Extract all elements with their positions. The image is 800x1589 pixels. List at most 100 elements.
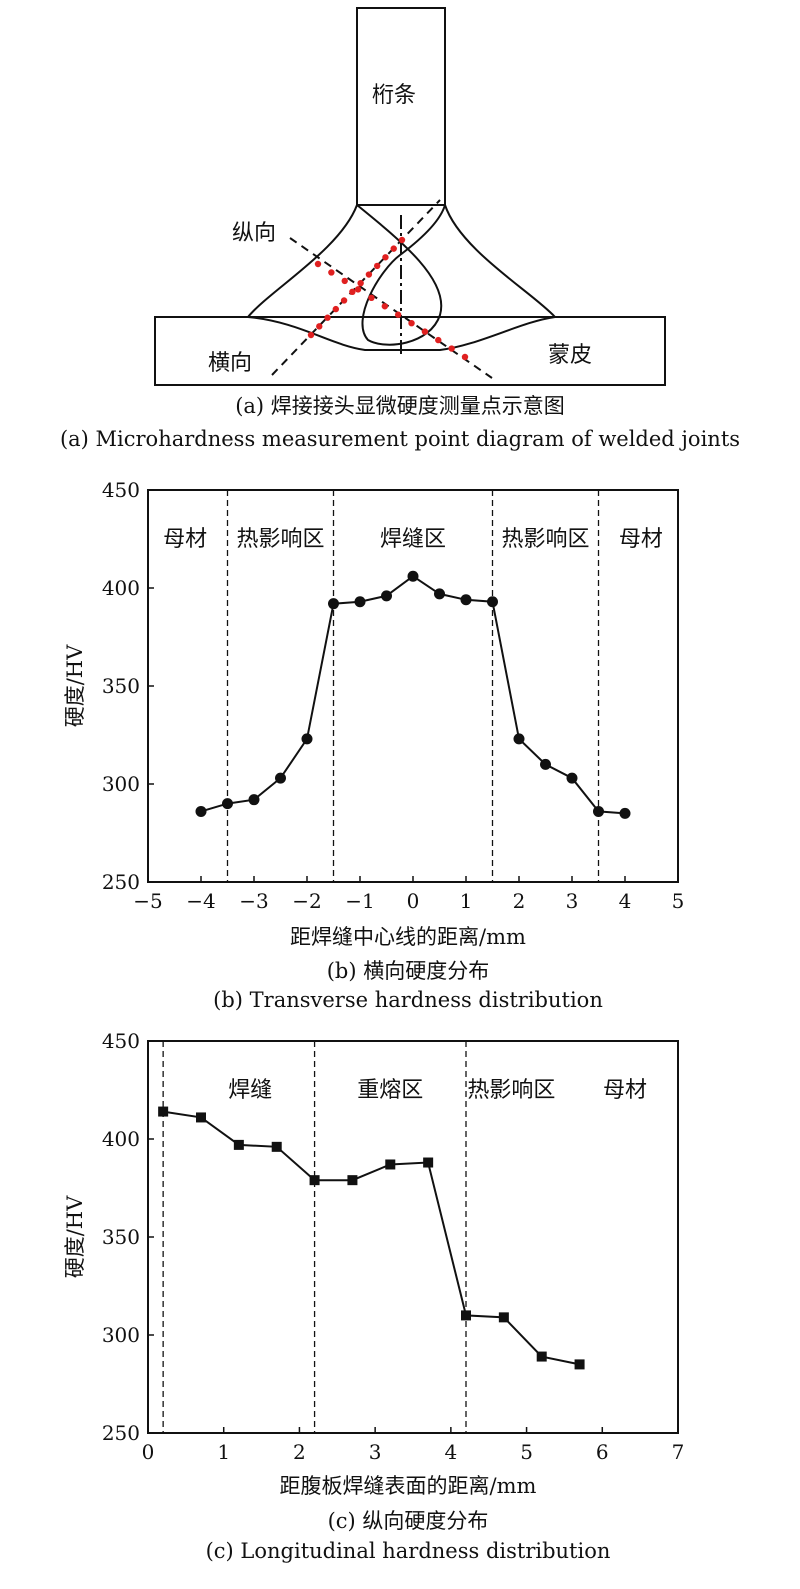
y-axis-label: 硬度/HV: [63, 1195, 87, 1278]
x-axis-label: 距腹板焊缝表面的距离/mm: [280, 1474, 537, 1498]
data-point: [423, 1157, 434, 1168]
zone-label: 母材: [619, 527, 663, 552]
label-longitudinal: 纵向: [232, 221, 276, 246]
data-point: [233, 1139, 244, 1150]
x-axis-label: 距焊缝中心线的距离/mm: [290, 925, 526, 949]
x-tick-label: −5: [133, 889, 162, 913]
y-axis-label: 硬度/HV: [63, 644, 87, 727]
zone-labels: 母材 热影响区 焊缝区 热影响区 母材: [163, 527, 663, 552]
x-tick-label: 6: [596, 1440, 609, 1464]
longitudinal-line: [289, 237, 493, 379]
caption-b-cn: (b) 横向硬度分布: [327, 959, 490, 983]
x-tick-label: 1: [460, 889, 473, 913]
transverse-points: [307, 236, 406, 339]
data-point: [461, 1310, 471, 1321]
x-tick-label: 4: [444, 1440, 457, 1464]
x-tick-label: −2: [292, 889, 321, 913]
x-tick-label: −3: [239, 889, 268, 913]
data-point: [536, 1351, 547, 1362]
x-tick-label: 2: [293, 1440, 306, 1464]
caption-c-cn: (c) 纵向硬度分布: [328, 1509, 489, 1533]
x-axis-ticks: 0 1 2 3 4 5 6 7: [142, 1427, 685, 1464]
data-point: [498, 1312, 509, 1323]
zone-label: 母材: [603, 1078, 647, 1103]
y-axis-ticks: 250 300 350 400 450: [102, 1029, 154, 1445]
data-point: [487, 596, 498, 608]
measurement-point: [340, 297, 348, 304]
caption-b-en: (b) Transverse hardness distribution: [213, 988, 603, 1012]
zone-label: 焊缝: [228, 1078, 272, 1103]
measurement-point: [421, 328, 429, 335]
measurement-point: [341, 277, 348, 285]
measurement-point: [357, 279, 364, 287]
data-point: [328, 598, 339, 610]
x-tick-label: 3: [369, 1440, 382, 1464]
measurement-point: [349, 288, 356, 296]
data-point: [385, 1159, 396, 1170]
x-tick-label: 7: [672, 1440, 685, 1464]
fusion-zone-contour: [356, 204, 446, 346]
measurement-point: [461, 353, 469, 361]
zone-label: 热影响区: [236, 527, 324, 552]
data-point: [158, 1106, 169, 1117]
weld-joint-schematic: 桁条 蒙皮 纵向 横向 (a) 焊接接头显微硬度测量点示意图 (a) Micro…: [60, 7, 740, 451]
x-tick-label: −4: [186, 889, 215, 913]
label-skin: 蒙皮: [548, 343, 592, 368]
data-point: [407, 570, 419, 582]
x-tick-label: 5: [520, 1440, 533, 1464]
data-point: [301, 733, 313, 745]
caption-c-en: (c) Longitudinal hardness distribution: [206, 1539, 611, 1563]
x-axis-ticks: −5 −4 −3 −2 −1 0 1 2 3 4 5: [133, 876, 684, 913]
y-tick-label: 250: [102, 870, 140, 894]
x-tick-label: −1: [345, 889, 374, 913]
x-tick-label: 3: [566, 889, 579, 913]
skin-outline: [154, 316, 666, 386]
caption-a-en: (a) Microhardness measurement point diag…: [60, 427, 740, 451]
data-point: [460, 594, 472, 606]
label-transverse: 横向: [208, 351, 252, 376]
measurement-point: [408, 319, 415, 327]
measurement-point: [354, 286, 362, 293]
measurement-point: [314, 260, 322, 268]
y-tick-label: 350: [102, 674, 140, 698]
data-point: [309, 1175, 320, 1186]
data-point: [434, 588, 445, 600]
y-tick-label: 300: [102, 772, 140, 796]
y-tick-label: 250: [102, 1421, 140, 1445]
measurement-point: [448, 345, 455, 352]
stringer-outline: [356, 7, 446, 206]
zone-label: 热影响区: [467, 1078, 555, 1103]
zone-label: 热影响区: [501, 527, 589, 552]
data-point: [354, 596, 366, 608]
transverse-line: [271, 199, 441, 376]
data-point: [513, 733, 525, 745]
measurement-point: [316, 323, 323, 330]
y-tick-label: 400: [102, 576, 140, 600]
x-tick-label: 5: [672, 889, 685, 913]
data-point: [381, 590, 392, 602]
x-tick-label: 0: [142, 1440, 155, 1464]
measurement-point: [332, 305, 340, 313]
y-tick-label: 450: [102, 478, 140, 502]
measurement-point: [368, 294, 375, 302]
measurement-point: [390, 245, 397, 252]
x-tick-label: 1: [217, 1440, 230, 1464]
data-point: [196, 1112, 206, 1123]
y-tick-label: 450: [102, 1029, 140, 1053]
measurement-point: [373, 262, 381, 270]
data-point: [574, 1359, 585, 1370]
series-line: [200, 574, 626, 815]
data-point: [222, 798, 233, 810]
data-point: [593, 805, 604, 817]
longitudinal-hardness-chart: 焊缝 重熔区 热影响区 母材 0 1 2 3 4 5 6 7 250 300 350 400 450 距腹板…: [63, 1029, 684, 1563]
zone-label: 母材: [163, 527, 207, 552]
longitudinal-points: [314, 260, 469, 361]
data-point: [195, 805, 207, 817]
measurement-point: [328, 269, 335, 276]
zone-label: 重熔区: [357, 1078, 423, 1103]
measurement-point: [324, 314, 331, 321]
zone-dividers: [226, 490, 600, 882]
measurement-point: [382, 254, 389, 261]
hardness-series: [158, 1106, 585, 1370]
data-point: [540, 758, 551, 770]
